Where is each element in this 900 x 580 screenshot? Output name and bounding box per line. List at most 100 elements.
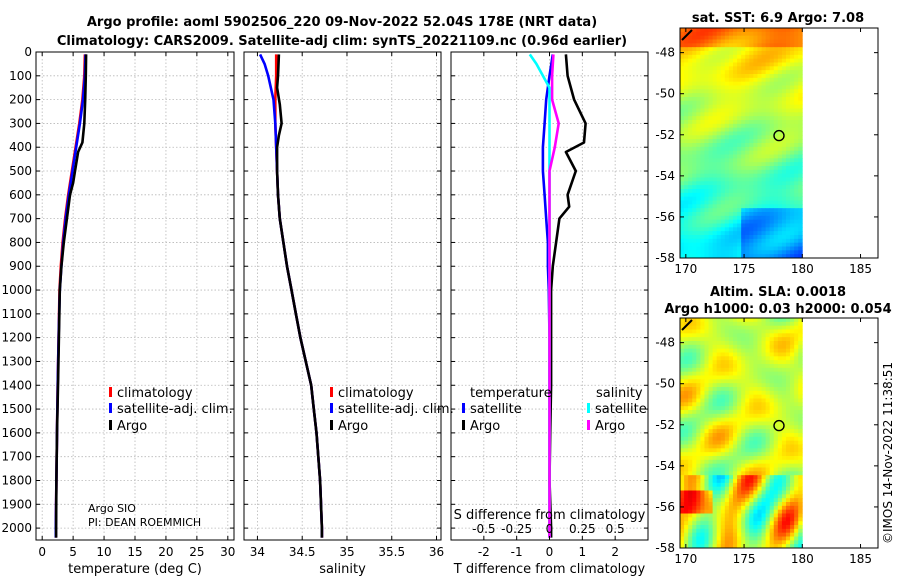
map-cell <box>708 463 714 468</box>
map-cell <box>724 337 730 342</box>
map-cell <box>765 452 771 457</box>
map-cell <box>761 254 767 258</box>
map-cell <box>757 146 762 152</box>
map-cell <box>684 89 689 94</box>
map-cell <box>798 51 803 56</box>
map-cell <box>785 74 791 79</box>
map-cell <box>798 177 803 182</box>
map-cell <box>749 54 754 60</box>
map-cell <box>769 463 775 468</box>
map-cell <box>781 352 787 357</box>
map-cell <box>798 166 803 171</box>
map-cell <box>781 58 787 63</box>
axis-box <box>35 51 235 541</box>
map-cell <box>680 364 685 369</box>
map-cell <box>732 341 738 346</box>
map-cell <box>785 39 791 44</box>
map-cell <box>716 425 722 430</box>
map-cell <box>749 139 754 144</box>
map-cell <box>712 440 718 445</box>
map-cell <box>785 367 791 373</box>
map-cell <box>785 169 791 175</box>
map-cell <box>765 166 771 171</box>
map-cell <box>692 459 697 465</box>
map-cell <box>720 246 726 251</box>
map-cell <box>708 39 714 44</box>
map-cell <box>688 509 693 514</box>
map-cell <box>680 444 685 449</box>
map-cell <box>737 471 742 476</box>
map-cell <box>696 143 701 148</box>
map-cell <box>745 544 750 548</box>
map-cell <box>692 371 697 376</box>
map-cell <box>724 352 730 357</box>
map-cell <box>781 35 787 40</box>
map-cell <box>753 135 758 140</box>
map-cell <box>745 436 750 442</box>
map-cell <box>798 513 803 518</box>
map-cell <box>696 131 701 136</box>
y-tick-label: 1800 <box>1 473 32 487</box>
map-cell <box>712 410 718 415</box>
map-cell <box>720 158 726 163</box>
map-cell <box>680 250 685 255</box>
map-cell <box>757 383 762 388</box>
map-cell <box>737 413 742 419</box>
map-cell <box>708 344 714 350</box>
map-cell <box>745 402 750 407</box>
map-cell <box>761 402 767 407</box>
map-cell <box>704 367 709 373</box>
map-cell <box>712 444 718 449</box>
map-cell <box>696 394 701 399</box>
map-cell <box>712 394 718 399</box>
map-cell <box>741 371 746 376</box>
map-cell <box>712 344 718 350</box>
map-cell <box>757 81 762 86</box>
map-cell <box>728 28 734 33</box>
map-cell <box>720 375 726 380</box>
map-cell <box>769 513 775 518</box>
map-cell <box>704 490 709 495</box>
map-cell <box>761 448 767 453</box>
map-cell <box>777 463 783 468</box>
map-cell <box>781 318 787 323</box>
map-cell <box>700 390 705 396</box>
map-cell <box>712 169 718 175</box>
map-cell <box>696 227 701 232</box>
map-cell <box>712 528 718 534</box>
map-cell <box>692 421 697 426</box>
map-cell <box>737 482 742 488</box>
map-cell <box>753 116 758 121</box>
map-cell <box>737 104 742 109</box>
map-cell <box>688 479 693 484</box>
map-cell <box>761 482 767 488</box>
map-cell <box>728 35 734 40</box>
map-cell <box>684 540 689 545</box>
map-cell <box>716 112 722 117</box>
map-cell <box>696 31 701 37</box>
map-cell <box>708 62 714 67</box>
map-cell <box>761 528 767 534</box>
map-cell <box>716 482 722 488</box>
x-tick-label: 185 <box>849 552 872 566</box>
map-cell <box>724 513 730 518</box>
map-cell <box>741 150 746 155</box>
map-cell <box>737 456 742 461</box>
map-cell <box>737 536 742 541</box>
map-cell <box>781 413 787 419</box>
map-cell <box>798 143 803 148</box>
map-cell <box>798 475 803 480</box>
map-cell <box>712 544 718 548</box>
map-cell <box>708 410 714 415</box>
map-cell <box>777 123 783 129</box>
map-cell <box>798 333 803 338</box>
map-cell <box>684 139 689 144</box>
map-cell <box>712 242 718 247</box>
y-tick-label: -58 <box>655 251 675 265</box>
map-cell <box>753 139 758 144</box>
map-cell <box>728 375 734 380</box>
map-cell <box>749 166 754 171</box>
map-cell <box>712 189 718 194</box>
map-cell <box>708 108 714 113</box>
